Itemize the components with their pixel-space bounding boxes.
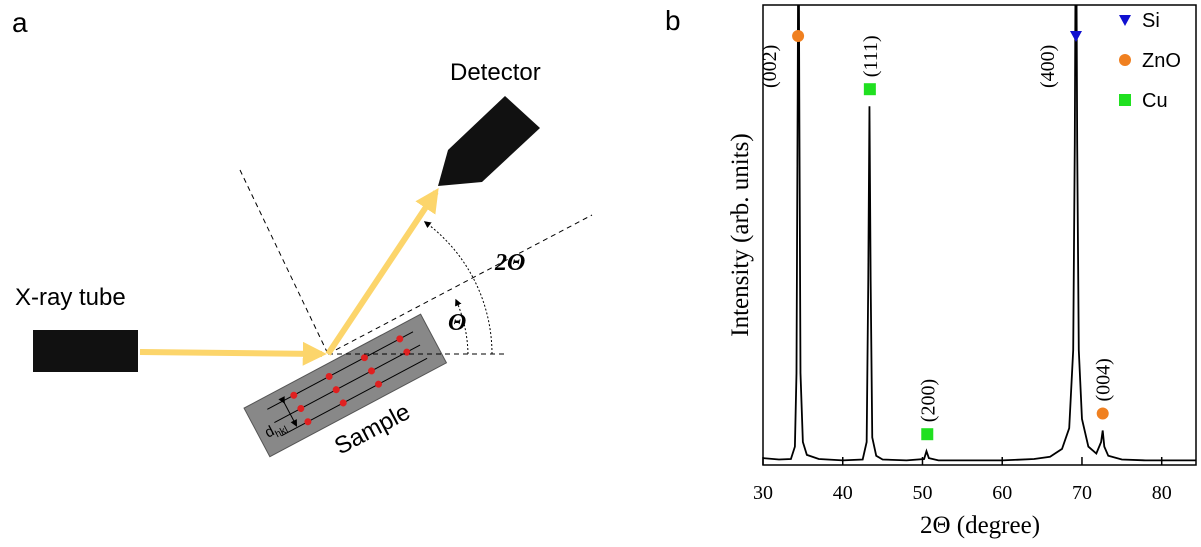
y-axis-label: Intensity (arb. units) — [727, 133, 754, 336]
plot-area: (002) (111) (200) (400) (004) — [759, 5, 1196, 462]
xray-tube — [33, 330, 138, 372]
panel-label: a — [12, 7, 28, 38]
surface-line — [327, 214, 593, 355]
phase-marker — [1096, 407, 1109, 420]
theta-label: Θ — [448, 310, 466, 336]
panel-label: b — [665, 5, 681, 36]
phase-marker — [1069, 31, 1082, 42]
detector-label: Detector — [450, 59, 541, 86]
x-tick-label: 60 — [992, 482, 1012, 504]
x-axis-label: 2Θ (degree) — [920, 512, 1040, 539]
phase-marker — [921, 428, 934, 441]
phase-marker — [792, 30, 805, 42]
legend-label: Cu — [1142, 90, 1168, 112]
peak-label: (004) — [1093, 358, 1115, 401]
peak-label: (002) — [759, 45, 781, 88]
phase-marker — [1119, 94, 1131, 106]
peak-label: (111) — [860, 35, 882, 77]
sample — [243, 313, 448, 458]
peak-label: (200) — [917, 379, 939, 422]
phase-marker — [863, 83, 876, 96]
phase-marker — [1119, 15, 1131, 26]
x-tick-label: 30 — [753, 482, 773, 504]
source-label: X-ray tube — [15, 284, 126, 311]
x-tick-label: 70 — [1072, 482, 1092, 504]
two-theta-arc — [423, 221, 493, 355]
x-tick-label: 50 — [912, 482, 932, 504]
x-tick-label: 80 — [1152, 482, 1172, 504]
plot-frame — [762, 4, 1197, 466]
detector — [438, 96, 540, 186]
legend-label: Si — [1142, 10, 1160, 32]
xrd-line — [763, 5, 1196, 462]
peak-label: (400) — [1037, 45, 1059, 88]
phase-marker — [1119, 54, 1131, 66]
diffracted-beam — [325, 188, 439, 356]
normal-line — [239, 169, 329, 355]
x-tick-label: 40 — [833, 482, 853, 504]
legend-label: ZnO — [1142, 50, 1181, 72]
incident-beam — [139, 341, 327, 366]
two-theta-label: 2Θ — [494, 250, 525, 276]
theta-arc — [455, 298, 469, 355]
